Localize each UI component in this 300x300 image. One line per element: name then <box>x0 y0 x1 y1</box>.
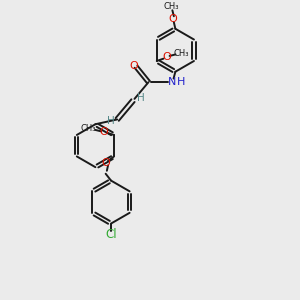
Text: H: H <box>136 93 144 103</box>
Text: CH₃: CH₃ <box>174 49 189 58</box>
Text: O: O <box>169 14 177 24</box>
Text: O: O <box>100 127 109 137</box>
Text: CH₃: CH₃ <box>164 2 179 11</box>
Text: H: H <box>177 77 185 87</box>
Text: H: H <box>107 116 115 126</box>
Text: CH₃: CH₃ <box>80 124 95 134</box>
Text: O: O <box>162 52 171 62</box>
Text: N: N <box>168 77 177 87</box>
Text: Cl: Cl <box>105 228 117 242</box>
Text: O: O <box>129 61 138 71</box>
Text: O: O <box>101 158 110 168</box>
